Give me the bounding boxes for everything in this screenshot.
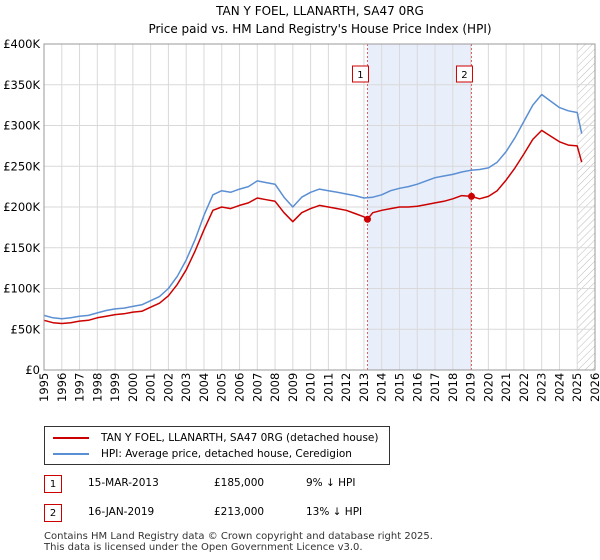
y-tick-label: £250K (3, 159, 40, 173)
x-tick-label: 1999 (108, 373, 122, 402)
sale-point-1 (363, 215, 371, 223)
x-tick-label: 2011 (321, 373, 335, 402)
x-tick-label: 2018 (446, 373, 460, 402)
x-tick-label: 2025 (570, 373, 584, 402)
annotation-hpi-1: 9% ↓ HPI (306, 477, 356, 489)
footer-line-1: Contains HM Land Registry data © Crown c… (44, 531, 433, 542)
x-tick-label: 2012 (339, 373, 353, 402)
x-tick-label: 1998 (90, 373, 104, 402)
y-tick-label: £400K (3, 37, 40, 51)
plot-frame (43, 43, 596, 371)
chart-subtitle: Price paid vs. HM Land Registry's House … (148, 22, 491, 36)
footer-line-2: This data is licensed under the Open Gov… (44, 542, 363, 553)
y-tick-label: £300K (3, 119, 40, 133)
legend-label-hpi: HPI: Average price, detached house, Cere… (101, 448, 352, 460)
legend-label-property: TAN Y FOEL, LLANARTH, SA47 0RG (detached… (101, 432, 379, 444)
chart-title: TAN Y FOEL, LLANARTH, SA47 0RG (215, 4, 424, 18)
x-tick-label: 1997 (73, 373, 87, 402)
annotation-hpi-2: 13% ↓ HPI (306, 506, 363, 518)
annotation-date-2: 16-JAN-2019 (88, 506, 155, 518)
x-tick-label: 1996 (55, 373, 69, 402)
legend-item-property: TAN Y FOEL, LLANARTH, SA47 0RG (detached… (53, 430, 378, 446)
legend-swatch-property (53, 437, 89, 439)
x-tick-label: 2004 (197, 373, 211, 402)
chart-svg: TAN Y FOEL, LLANARTH, SA47 0RG Price paid… (3, 4, 600, 402)
x-tick-label: 2002 (161, 373, 175, 402)
x-tick-label: 2014 (375, 373, 389, 402)
sale-badge-label-2: 2 (461, 70, 467, 81)
x-tick-label: 2001 (144, 373, 158, 402)
x-tick-label: 2000 (126, 373, 140, 402)
footer: Contains HM Land Registry data © Crown c… (44, 531, 433, 553)
x-tick-label: 2023 (535, 373, 549, 402)
y-tick-label: £350K (3, 78, 40, 92)
x-tick-label: 2020 (481, 373, 495, 402)
legend-item-hpi: HPI: Average price, detached house, Cere… (53, 446, 352, 462)
x-tick-label: 2017 (428, 373, 442, 402)
legend: TAN Y FOEL, LLANARTH, SA47 0RG (detached… (44, 426, 390, 465)
y-tick-label: £200K (3, 200, 40, 214)
x-tick-label: 2006 (233, 373, 247, 402)
legend-swatch-hpi (53, 453, 89, 455)
x-tick-label: 2021 (499, 373, 513, 402)
property-series-line (43, 129, 583, 325)
price-chart: TAN Y FOEL, LLANARTH, SA47 0RG Price paid… (3, 4, 600, 402)
x-tick-label: 1995 (37, 373, 51, 402)
annotation-row-1: 1 15-MAR-2013 £185,000 9% ↓ HPI (44, 475, 464, 493)
y-tick-label: £50K (11, 322, 41, 336)
sale-badge-label-1: 1 (357, 70, 363, 81)
sale-badge-box-2 (455, 65, 473, 83)
annotation-badge-1: 1 (44, 475, 62, 493)
annotation-badge-2: 2 (44, 504, 62, 522)
x-tick-label: 2024 (552, 373, 566, 402)
y-tick-label: £100K (3, 282, 40, 296)
x-tick-label: 2016 (410, 373, 424, 402)
annotation-row-2: 2 16-JAN-2019 £213,000 13% ↓ HPI (44, 504, 464, 522)
annotation-date-1: 15-MAR-2013 (88, 477, 159, 489)
x-tick-label: 2010 (304, 373, 318, 402)
x-tick-label: 2026 (588, 373, 600, 402)
x-tick-label: 2022 (517, 373, 531, 402)
annotation-price-1: £185,000 (214, 477, 265, 489)
x-tick-label: 2015 (392, 373, 406, 402)
sale-point-2 (467, 192, 475, 200)
hpi-series-line (43, 93, 583, 320)
annotation-price-2: £213,000 (214, 506, 265, 518)
x-tick-label: 2009 (286, 373, 300, 402)
x-tick-label: 2007 (250, 373, 264, 402)
x-tick-label: 2019 (464, 373, 478, 402)
x-tick-label: 2003 (179, 373, 193, 402)
sale-badge-box-1 (351, 65, 369, 83)
x-tick-label: 2013 (357, 373, 371, 402)
x-tick-label: 2008 (268, 373, 282, 402)
y-tick-label: £150K (3, 241, 40, 255)
y-tick-label: £0 (25, 363, 40, 377)
x-tick-label: 2005 (215, 373, 229, 402)
